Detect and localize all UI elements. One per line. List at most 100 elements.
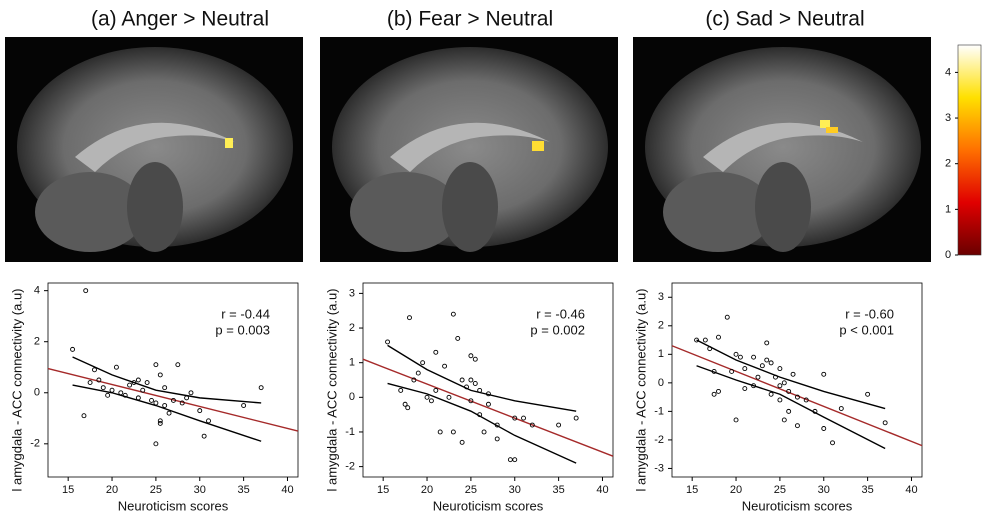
data-point xyxy=(712,392,716,396)
data-point xyxy=(743,387,747,391)
data-point xyxy=(778,367,782,371)
colorbar-tick-label: 0 xyxy=(945,249,951,261)
data-point xyxy=(508,458,512,462)
data-point xyxy=(866,392,870,396)
x-tick-label: 15 xyxy=(377,484,389,496)
y-tick-label: 3 xyxy=(349,287,355,299)
data-point xyxy=(716,335,720,339)
data-point xyxy=(114,365,118,369)
data-point xyxy=(202,434,206,438)
x-tick-label: 25 xyxy=(150,484,162,496)
data-point xyxy=(110,388,114,392)
data-point xyxy=(242,404,246,408)
x-tick-label: 15 xyxy=(62,484,74,496)
y-axis-label: l amygdala - ACC connectivity (a.u) xyxy=(9,288,24,491)
x-tick-label: 30 xyxy=(194,484,206,496)
data-point xyxy=(703,338,707,342)
data-point xyxy=(574,416,578,420)
colorbar-tick-label: 4 xyxy=(945,66,951,78)
data-point xyxy=(482,430,486,434)
x-tick-label: 20 xyxy=(730,484,742,496)
data-point xyxy=(176,363,180,367)
data-point xyxy=(429,399,433,403)
data-point xyxy=(136,396,140,400)
y-tick-label: 0 xyxy=(658,377,664,389)
data-point xyxy=(822,372,826,376)
data-point xyxy=(473,381,477,385)
y-axis-label: l amygdala - ACC connectivity (a.u) xyxy=(633,288,648,491)
data-point xyxy=(456,336,460,340)
y-tick-label: -2 xyxy=(345,461,355,473)
data-point xyxy=(778,398,782,402)
data-point xyxy=(71,347,75,351)
stat-annotation: p = 0.002 xyxy=(530,322,585,337)
data-point xyxy=(473,357,477,361)
x-tick-label: 35 xyxy=(861,484,873,496)
data-point xyxy=(92,368,96,372)
y-tick-label: -3 xyxy=(654,462,664,474)
y-tick-label: -1 xyxy=(345,426,355,438)
data-point xyxy=(883,421,887,425)
fit-line xyxy=(363,359,613,456)
x-axis-label: Neuroticism scores xyxy=(118,498,229,513)
data-point xyxy=(782,418,786,422)
data-point xyxy=(185,396,189,400)
confidence-band xyxy=(388,383,577,463)
brain-image-c xyxy=(633,37,931,262)
data-point xyxy=(399,388,403,392)
data-point xyxy=(469,354,473,358)
y-tick-label: 2 xyxy=(34,336,40,348)
y-tick-label: 0 xyxy=(349,391,355,403)
data-point xyxy=(128,383,132,387)
data-point xyxy=(438,430,442,434)
y-tick-label: 0 xyxy=(34,387,40,399)
data-point xyxy=(460,440,464,444)
data-point xyxy=(752,355,756,359)
data-point xyxy=(406,406,410,410)
data-point xyxy=(787,409,791,413)
colorbar-tick-label: 1 xyxy=(945,203,951,215)
data-point xyxy=(88,381,92,385)
x-tick-label: 35 xyxy=(237,484,249,496)
data-point xyxy=(154,363,158,367)
data-point xyxy=(154,442,158,446)
data-point xyxy=(407,316,411,320)
x-tick-label: 35 xyxy=(552,484,564,496)
data-point xyxy=(557,423,561,427)
data-point xyxy=(738,355,742,359)
fit-line xyxy=(48,369,298,432)
data-point xyxy=(207,419,211,423)
data-point xyxy=(831,441,835,445)
data-point xyxy=(101,386,105,390)
confidence-band xyxy=(697,366,886,449)
y-tick-label: 1 xyxy=(658,348,664,360)
panel-title: (a) Anger > Neutral xyxy=(91,8,269,31)
data-point xyxy=(421,361,425,365)
data-point xyxy=(522,416,526,420)
data-point xyxy=(119,391,123,395)
data-point xyxy=(822,427,826,431)
data-point xyxy=(782,381,786,385)
data-point xyxy=(163,404,167,408)
fit-line xyxy=(672,346,922,446)
stat-annotation: r = -0.44 xyxy=(221,306,270,321)
data-point xyxy=(82,414,86,418)
y-tick-label: 1 xyxy=(349,357,355,369)
data-point xyxy=(451,312,455,316)
brain-image-b xyxy=(320,37,618,262)
x-tick-label: 40 xyxy=(905,484,917,496)
data-point xyxy=(839,407,843,411)
data-point xyxy=(451,430,455,434)
x-tick-label: 30 xyxy=(509,484,521,496)
colorbar-tick-label: 3 xyxy=(945,112,951,124)
data-point xyxy=(434,388,438,392)
data-point xyxy=(136,378,140,382)
data-point xyxy=(198,409,202,413)
y-tick-label: 4 xyxy=(34,285,40,297)
y-tick-label: 2 xyxy=(349,322,355,334)
data-point xyxy=(106,393,110,397)
x-tick-label: 25 xyxy=(774,484,786,496)
panel-title: (c) Sad > Neutral xyxy=(705,8,864,31)
data-point xyxy=(158,419,162,423)
data-point xyxy=(791,372,795,376)
